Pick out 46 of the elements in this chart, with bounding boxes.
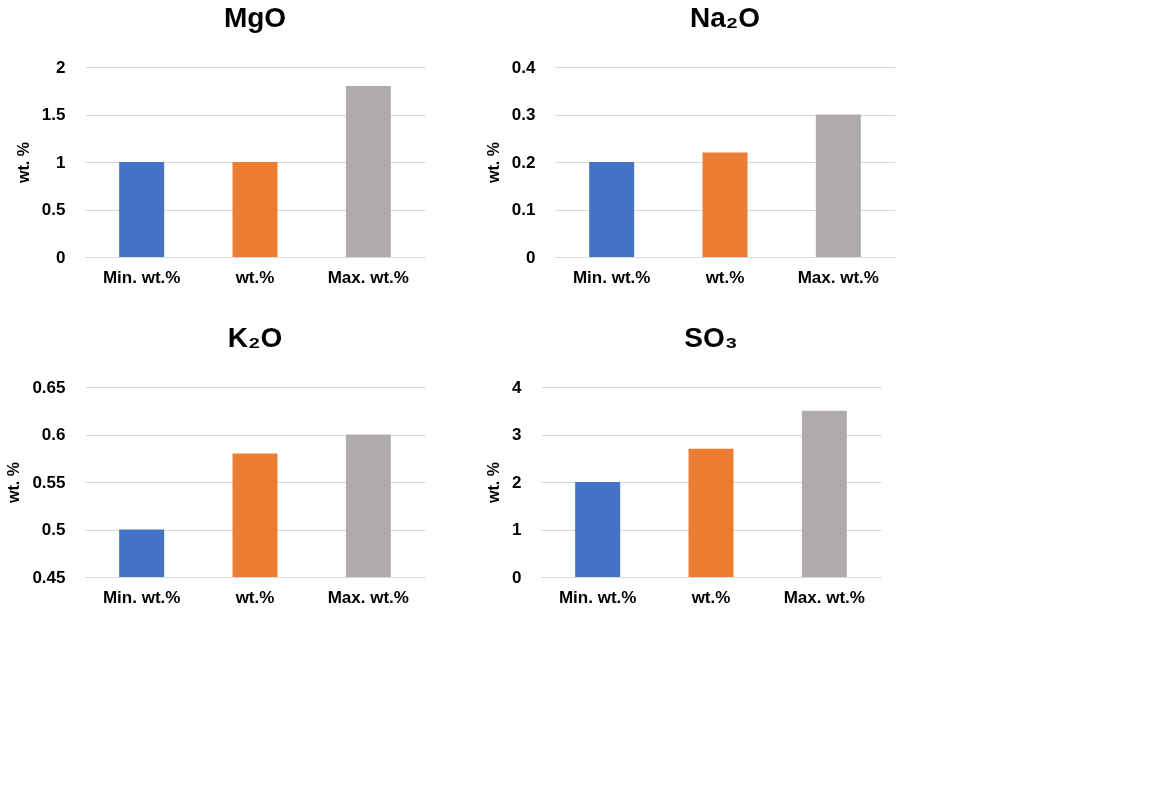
y-tick-label: 0.3 <box>511 105 536 124</box>
x-tick-label: wt.% <box>234 267 275 287</box>
x-tick-label: wt.% <box>690 587 731 607</box>
y-tick-label: 0.2 <box>511 152 536 172</box>
chart-title: SO₃ <box>684 322 738 353</box>
y-tick-label: 0.4 <box>511 57 537 77</box>
y-tick-label: 0 <box>512 567 522 587</box>
x-tick-label: Min. wt.% <box>572 267 651 287</box>
y-tick-label: 2 <box>56 57 66 77</box>
y-tick-label: 3 <box>512 425 522 444</box>
y-tick-label: 0.65 <box>32 377 66 397</box>
bar <box>702 152 748 257</box>
x-tick-label: Min. wt.% <box>102 267 181 287</box>
y-tick-label: 0.5 <box>41 520 66 539</box>
y-tick-label: 0.45 <box>32 567 66 587</box>
x-tick-label: Min. wt.% <box>558 587 637 607</box>
y-axis-title: wt. % <box>485 462 503 504</box>
y-tick-label: 0.1 <box>511 200 536 219</box>
x-tick-label: wt.% <box>704 267 745 287</box>
y-tick-label: 1.5 <box>41 105 66 124</box>
bar <box>575 482 621 577</box>
y-tick-label: 1 <box>56 152 66 172</box>
y-tick-label: 2 <box>512 472 522 492</box>
bar <box>688 448 734 577</box>
y-tick-label: 0 <box>56 247 66 267</box>
x-tick-label: Max. wt.% <box>797 267 879 287</box>
bar <box>815 114 861 257</box>
x-tick-label: Max. wt.% <box>327 587 409 607</box>
x-tick-label: Min. wt.% <box>102 587 181 607</box>
y-tick-label: 4 <box>512 377 523 397</box>
bar <box>801 410 847 577</box>
x-tick-label: Max. wt.% <box>783 587 865 607</box>
y-axis-title: wt. % <box>484 142 502 184</box>
y-tick-label: 1 <box>512 520 522 539</box>
chart-title: Na₂O <box>689 2 761 33</box>
y-tick-label: 0.6 <box>41 425 66 444</box>
chart-title: K₂O <box>227 322 283 353</box>
chart-title: MgO <box>223 2 287 33</box>
x-tick-label: wt.% <box>234 587 275 607</box>
y-tick-label: 0.55 <box>32 472 66 492</box>
y-axis-title: wt. % <box>5 462 23 504</box>
bar <box>589 162 635 257</box>
y-axis-title: wt. % <box>14 142 32 184</box>
x-tick-label: Max. wt.% <box>327 267 409 287</box>
y-tick-label: 0 <box>526 247 536 267</box>
y-tick-label: 0.5 <box>41 200 66 219</box>
